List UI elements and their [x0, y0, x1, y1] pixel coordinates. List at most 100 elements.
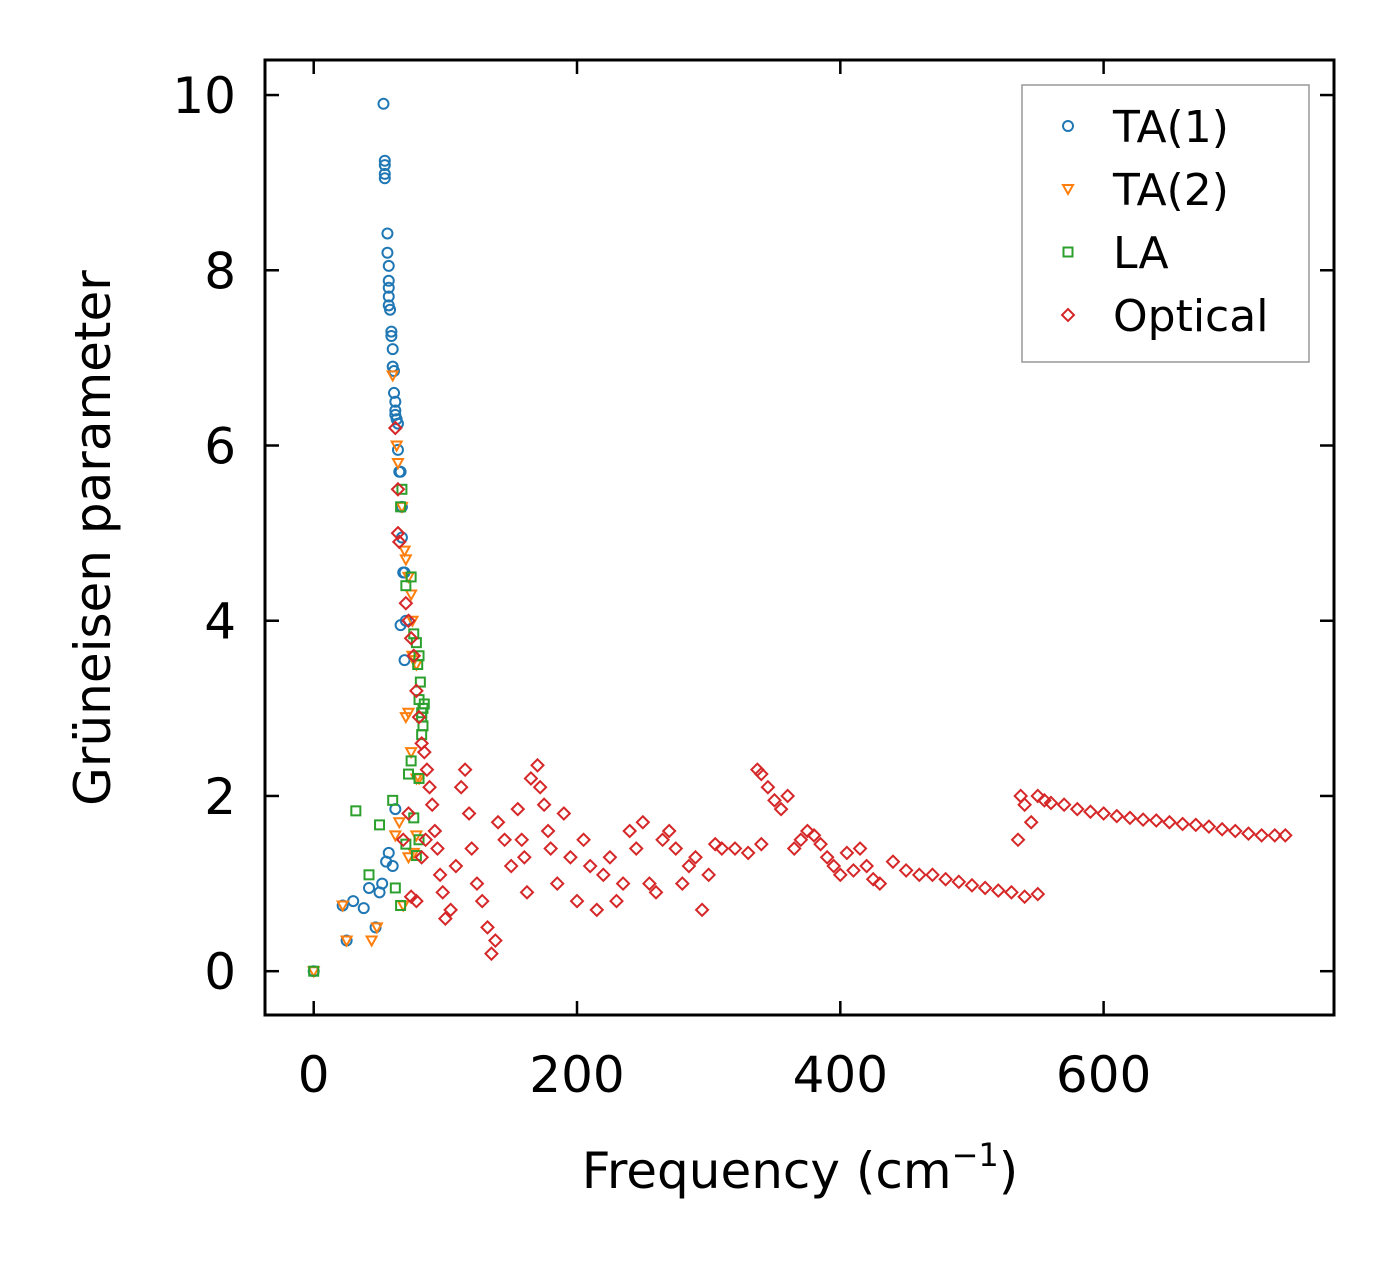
data-point	[390, 481, 406, 497]
data-point	[413, 834, 425, 846]
data-point	[418, 832, 434, 848]
data-point	[514, 832, 530, 848]
data-point	[390, 525, 406, 541]
data-point	[308, 965, 320, 977]
data-point	[595, 867, 611, 883]
data-point	[398, 654, 411, 667]
data-point	[516, 849, 532, 865]
data-point	[925, 867, 940, 883]
data-point	[388, 830, 403, 843]
y-tick-label: 8	[204, 242, 236, 300]
data-point	[432, 867, 448, 883]
y-axis-label: Grüneisen parameter	[64, 270, 122, 806]
data-point	[519, 884, 535, 900]
legend-marker	[1061, 184, 1075, 197]
data-point	[668, 841, 684, 856]
legend-marker	[1060, 307, 1076, 323]
data-point	[1188, 817, 1204, 833]
data-point	[370, 922, 384, 935]
data-point	[453, 779, 469, 795]
legend-label: Optical	[1113, 291, 1268, 342]
data-point	[628, 841, 644, 856]
y-tick-label: 10	[172, 67, 236, 125]
data-point	[832, 867, 848, 883]
data-point	[378, 172, 391, 185]
data-point	[767, 792, 782, 808]
data-point	[1069, 801, 1085, 817]
data-point	[374, 819, 386, 831]
data-point	[339, 935, 354, 948]
data-point	[701, 867, 717, 883]
data-point	[688, 849, 703, 865]
data-point	[401, 613, 416, 629]
data-point	[911, 867, 927, 883]
data-point	[1135, 812, 1151, 828]
data-point	[543, 841, 559, 856]
data-point	[1267, 827, 1283, 843]
data-point	[655, 832, 670, 848]
plot-frame	[263, 58, 1336, 1017]
legend: TA(1) TA(2) LA Optical	[1021, 84, 1310, 363]
data-point	[405, 755, 417, 767]
data-point	[363, 881, 376, 894]
data-point	[859, 858, 875, 874]
data-point	[1004, 884, 1019, 900]
data-point	[799, 823, 815, 839]
data-point	[780, 788, 796, 804]
data-point	[503, 858, 519, 874]
data-point	[389, 882, 401, 894]
data-point	[357, 902, 370, 915]
x-axis-label-close: )	[999, 1142, 1019, 1200]
data-point	[416, 744, 432, 760]
data-point	[400, 580, 412, 592]
data-point	[740, 845, 756, 861]
data-point	[427, 823, 443, 839]
data-point	[852, 841, 868, 856]
data-point	[661, 823, 677, 839]
data-point	[615, 876, 631, 891]
data-point	[773, 801, 789, 817]
data-point	[1056, 797, 1072, 813]
data-point	[386, 370, 400, 383]
data-point	[363, 869, 375, 881]
x-tick-label: 600	[1056, 1046, 1151, 1104]
data-markers	[307, 97, 1293, 979]
data-point	[388, 386, 401, 399]
data-point	[1017, 889, 1033, 905]
data-point	[395, 899, 407, 911]
data-point	[484, 946, 499, 962]
y-tick-label: 4	[204, 593, 236, 651]
data-point	[422, 779, 437, 795]
data-point	[1043, 795, 1059, 811]
data-point	[406, 648, 422, 664]
data-point	[1109, 808, 1125, 824]
series-optical	[387, 420, 1293, 962]
data-point	[382, 259, 395, 272]
data-point	[474, 893, 490, 909]
data-point	[681, 858, 697, 874]
data-point	[430, 841, 445, 856]
data-point	[826, 858, 842, 874]
data-point	[635, 814, 651, 830]
data-point	[401, 806, 416, 821]
data-point	[589, 902, 605, 918]
y-tick-label: 2	[204, 768, 236, 826]
x-axis-label: Frequency (cm−1)	[582, 1136, 1019, 1200]
data-point	[753, 836, 769, 852]
data-point	[376, 877, 389, 890]
x-tick-label: 200	[529, 1046, 624, 1104]
data-point	[397, 545, 412, 558]
legend-label: TA(1)	[1112, 102, 1229, 153]
data-point	[490, 814, 506, 830]
data-point	[786, 841, 802, 856]
data-point	[1175, 816, 1191, 832]
data-point	[404, 747, 418, 760]
data-point	[1083, 804, 1098, 820]
data-point	[402, 768, 414, 780]
data-point	[523, 771, 539, 786]
data-point	[540, 823, 556, 839]
data-point	[364, 935, 379, 948]
data-point	[435, 884, 451, 900]
data-point	[480, 919, 495, 935]
